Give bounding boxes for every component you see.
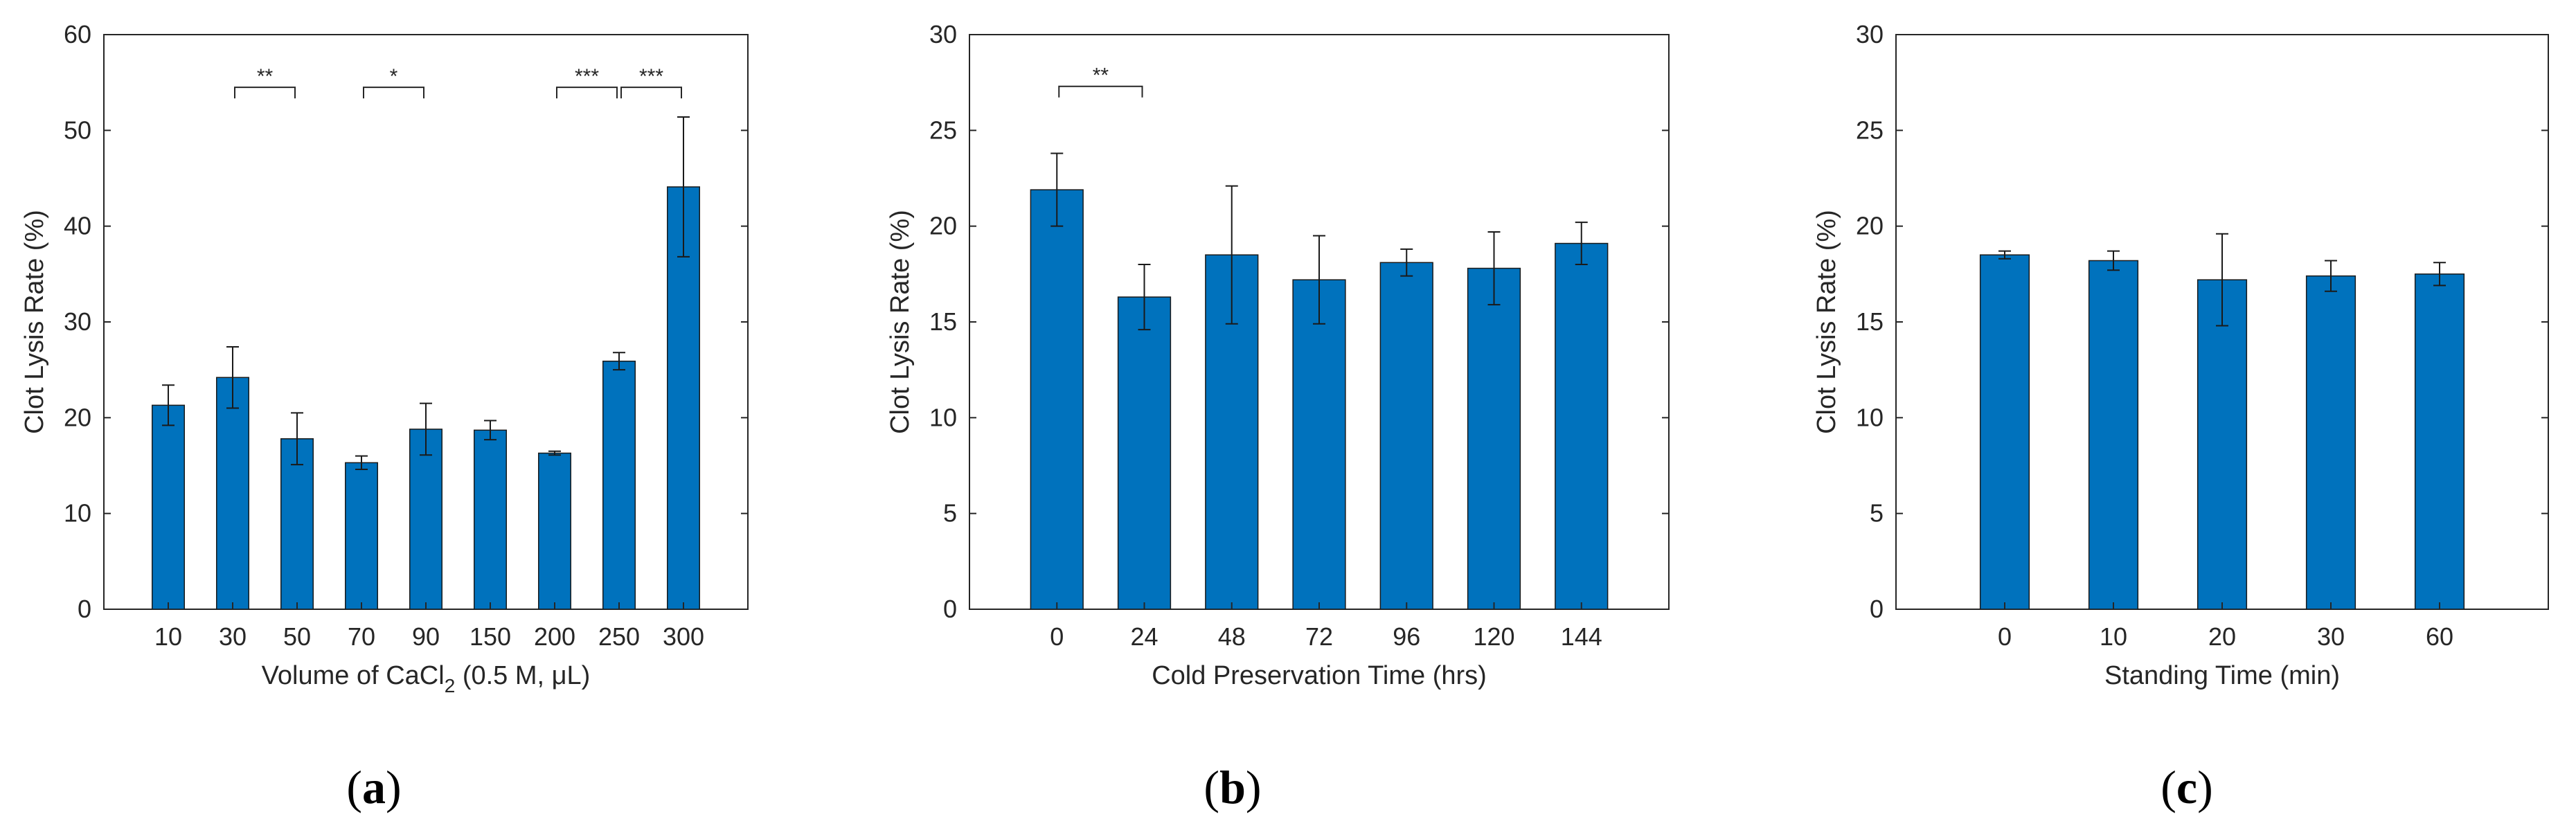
bar — [1030, 189, 1084, 610]
bar — [1117, 296, 1172, 610]
y-tick-label: 10 — [1856, 403, 1884, 431]
panel-label-close: ) — [1246, 761, 1262, 813]
y-tick-label: 0 — [1870, 595, 1884, 623]
x-tick-label: 144 — [1561, 622, 1602, 651]
x-tick-label: 24 — [1130, 622, 1158, 651]
x-axis-label-tail: (0.5 M, μL) — [455, 661, 590, 690]
y-tick-label: 30 — [929, 20, 957, 48]
bar — [152, 404, 185, 610]
bar — [538, 452, 571, 610]
x-tick-label: 0 — [1998, 622, 2012, 651]
bar — [1379, 262, 1433, 610]
bar — [280, 438, 314, 610]
panel-label-open: ( — [2161, 761, 2176, 813]
x-tick-label: 10 — [154, 622, 182, 651]
x-tick-label: 10 — [2100, 622, 2127, 651]
y-tick-label: 30 — [64, 307, 91, 336]
panel-label: (c) — [2161, 761, 2213, 813]
panel-label-open: ( — [346, 761, 362, 813]
chart-panel-b: 0 5 10 15 20 25 30 0 24 48 72 96 120 144 ** Cold Preser… — [886, 20, 1670, 813]
x-tick-label: 96 — [1393, 622, 1420, 651]
bar — [2305, 275, 2356, 610]
bar — [216, 377, 249, 610]
significance-bracket — [556, 87, 618, 99]
y-tick-label: 25 — [1856, 116, 1884, 144]
x-tick-label: 20 — [2208, 622, 2236, 651]
y-axis-label: Clot Lysis Rate (%) — [20, 210, 49, 434]
significance-bracket — [1058, 85, 1143, 98]
y-tick-label: 20 — [64, 403, 91, 431]
significance-label: ** — [257, 65, 274, 88]
y-tick-label: 0 — [78, 595, 91, 623]
y-tick-label: 15 — [1856, 307, 1884, 336]
y-tick-label: 25 — [929, 116, 957, 144]
x-tick-label: 150 — [469, 622, 511, 651]
x-tick-label: 30 — [2317, 622, 2345, 651]
y-tick-label: 5 — [943, 499, 957, 528]
y-tick-label: 15 — [929, 307, 957, 336]
x-tick-label: 50 — [283, 622, 311, 651]
panel-label-close: ) — [2197, 761, 2213, 813]
bar — [2088, 260, 2139, 610]
panel-label-open: ( — [1204, 761, 1219, 813]
x-tick-label: 30 — [219, 622, 247, 651]
significance-bracket — [363, 87, 424, 99]
y-axis-label: Clot Lysis Rate (%) — [1812, 210, 1841, 434]
x-tick-label: 200 — [534, 622, 575, 651]
chart-panel-c: 0 5 10 15 20 25 30 0 10 20 30 60 Standing Time (min)… — [1812, 20, 2549, 813]
bar — [1467, 267, 1521, 610]
panel-label-letter: b — [1219, 761, 1246, 813]
x-tick-label: 90 — [412, 622, 440, 651]
bar — [1555, 242, 1609, 610]
y-tick-label: 10 — [64, 499, 91, 528]
y-tick-label: 0 — [943, 595, 957, 623]
bar — [1979, 254, 2030, 610]
significance-bracket — [234, 87, 296, 99]
y-tick-label: 20 — [929, 212, 957, 240]
x-axis-label: Volume of CaCl2 (0.5 M, μL) — [262, 661, 591, 696]
x-axis-label-subscript: 2 — [445, 675, 456, 696]
panel-label-letter: a — [362, 761, 386, 813]
panel-label-letter: c — [2176, 761, 2197, 813]
x-axis-label: Standing Time (min) — [2104, 661, 2340, 690]
x-tick-label: 70 — [348, 622, 375, 651]
significance-label: * — [390, 65, 398, 88]
y-tick-label: 5 — [1870, 499, 1884, 528]
panel-label: (a) — [346, 761, 401, 813]
bar — [345, 462, 378, 610]
x-tick-label: 72 — [1305, 622, 1333, 651]
x-axis-label-main: Volume of CaCl — [262, 661, 445, 690]
x-tick-label: 60 — [2426, 622, 2453, 651]
x-tick-label: 120 — [1473, 622, 1514, 651]
significance-label: *** — [575, 65, 599, 88]
significance-bracket — [620, 87, 682, 99]
significance-label: ** — [1093, 64, 1109, 87]
bar — [602, 360, 636, 610]
x-axis-label-main: Cold Preservation Time (hrs) — [1152, 661, 1487, 690]
bar — [2414, 273, 2465, 610]
y-tick-label: 40 — [64, 212, 91, 240]
x-tick-label: 300 — [663, 622, 704, 651]
y-tick-label: 10 — [929, 403, 957, 431]
panel-label-close: ) — [386, 761, 402, 813]
x-axis-label: Cold Preservation Time (hrs) — [1152, 661, 1487, 690]
y-tick-label: 50 — [64, 116, 91, 144]
y-tick-label: 60 — [64, 20, 91, 48]
bar — [409, 429, 442, 610]
significance-label: *** — [639, 65, 663, 88]
bar — [1292, 279, 1346, 610]
bar — [2197, 279, 2248, 610]
x-axis-label-main: Standing Time (min) — [2104, 661, 2340, 690]
y-tick-label: 30 — [1856, 20, 1884, 48]
panel-label: (b) — [1204, 761, 1261, 813]
x-tick-label: 250 — [598, 622, 640, 651]
y-axis-label: Clot Lysis Rate (%) — [886, 210, 915, 434]
bar — [474, 429, 507, 610]
x-tick-label: 0 — [1050, 622, 1064, 651]
x-tick-label: 48 — [1218, 622, 1246, 651]
y-tick-label: 20 — [1856, 212, 1884, 240]
